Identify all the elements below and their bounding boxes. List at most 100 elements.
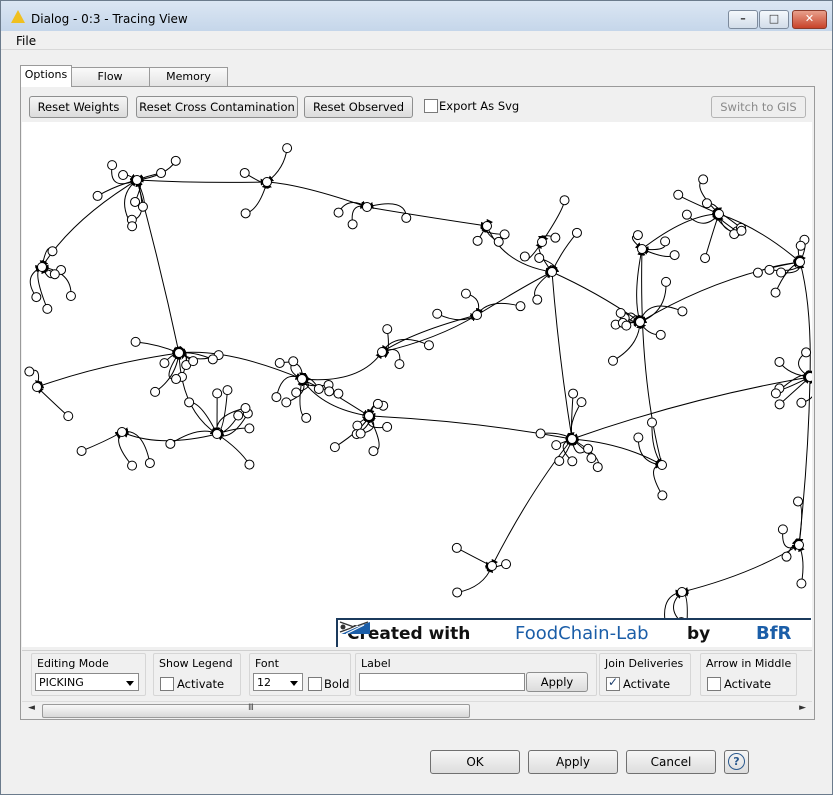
graph-node: [368, 446, 379, 457]
graph-node: [355, 428, 366, 439]
show-legend-checkbox[interactable]: [160, 677, 174, 691]
graph-edge: [641, 210, 720, 250]
graph-edge: [368, 415, 380, 452]
help-button[interactable]: ?: [724, 750, 749, 774]
graph-edge: [170, 427, 218, 445]
graph-edge: [456, 547, 493, 569]
scrollbar-thumb[interactable]: III: [42, 703, 470, 718]
graph-edge: [41, 179, 138, 268]
tab-options[interactable]: Options: [20, 65, 72, 87]
graph-node: [752, 267, 763, 278]
export-svg-checkbox[interactable]: [424, 99, 438, 113]
graph-node: [222, 385, 233, 396]
join-deliveries-group: Join Deliveries Activate: [599, 653, 691, 696]
editing-mode-title: Editing Mode: [37, 657, 109, 670]
banner-created-with: Created with: [347, 624, 471, 644]
graph-node: [132, 175, 142, 185]
graph-node: [451, 542, 462, 553]
graph-node: [24, 366, 35, 377]
reset-weights-button[interactable]: Reset Weights: [29, 96, 128, 118]
graph-node: [137, 201, 148, 212]
graph-node: [174, 348, 184, 358]
graph-edge: [486, 225, 553, 275]
tab-memory-policy[interactable]: Memory Policy: [149, 67, 228, 101]
graph-edge: [551, 271, 641, 323]
graph-edge: [135, 341, 180, 354]
graph-node: [37, 262, 47, 272]
tab-flow-variables[interactable]: Flow Variables: [70, 67, 150, 101]
graph-node: [592, 462, 603, 473]
font-size-select[interactable]: 12: [253, 673, 303, 691]
graph-node: [777, 524, 788, 535]
menu-file[interactable]: File: [16, 34, 37, 48]
graph-node: [240, 403, 251, 414]
graph-node: [568, 388, 579, 399]
ok-button[interactable]: OK: [430, 750, 520, 774]
reset-cross-contamination-button[interactable]: Reset Cross Contamination: [136, 96, 298, 118]
graph-edge: [699, 178, 720, 215]
graph-node: [301, 412, 312, 423]
apply-button[interactable]: Apply: [528, 750, 618, 774]
reset-observed-button[interactable]: Reset Observed: [304, 96, 413, 118]
graph-node: [633, 432, 644, 443]
minimize-button[interactable]: –: [728, 10, 758, 29]
credits-banner: Created with FoodChain-Lab by BfR: [336, 618, 811, 647]
title-bar[interactable]: Dialog - 0:3 - Tracing View – □ ✕: [1, 1, 832, 31]
cancel-button[interactable]: Cancel: [626, 750, 716, 774]
tracing-graph-canvas[interactable]: Created with FoodChain-Lab by BfR: [22, 122, 812, 647]
graph-edge: [266, 181, 368, 209]
graph-node: [698, 174, 709, 185]
options-panel: Reset Weights Reset Cross Contamination …: [20, 86, 815, 720]
graph-node: [770, 287, 781, 298]
join-deliveries-checkbox[interactable]: [606, 675, 620, 691]
minimize-icon: –: [740, 12, 746, 25]
editing-mode-select[interactable]: PICKING: [35, 673, 139, 691]
scroll-left-icon[interactable]: ◄: [28, 703, 35, 713]
font-bold-checkbox[interactable]: [308, 677, 322, 691]
tracing-graph[interactable]: [22, 122, 812, 647]
close-button[interactable]: ✕: [792, 10, 827, 29]
graph-node: [608, 355, 619, 366]
graph-edge: [491, 438, 573, 567]
arrow-in-middle-checkbox[interactable]: [707, 677, 721, 691]
graph-node: [329, 442, 340, 453]
graph-edge: [457, 565, 493, 593]
graph-node: [805, 372, 812, 382]
graph-node: [660, 236, 671, 247]
arrow-in-middle-title: Arrow in Middle: [706, 657, 792, 670]
scroll-right-icon[interactable]: ►: [799, 703, 806, 713]
label-apply-button[interactable]: Apply: [526, 672, 588, 692]
graph-edge: [245, 181, 269, 214]
graph-node: [774, 399, 785, 410]
graph-node: [547, 267, 557, 277]
horizontal-scrollbar[interactable]: ◄ III ►: [22, 701, 812, 718]
show-legend-title: Show Legend: [159, 657, 233, 670]
switch-to-gis-button[interactable]: Switch to GIS: [711, 96, 806, 118]
label-input[interactable]: [359, 673, 525, 691]
graph-node: [170, 155, 181, 166]
graph-node: [31, 292, 42, 303]
maximize-button[interactable]: □: [759, 10, 789, 29]
graph-node: [288, 356, 299, 367]
graph-node: [382, 421, 393, 432]
graph-node: [127, 460, 138, 471]
graph-edge: [571, 374, 811, 440]
graph-node: [764, 264, 775, 275]
graph-node: [700, 253, 711, 264]
graph-node: [774, 356, 785, 367]
graph-node: [796, 578, 807, 589]
graph-node: [159, 358, 170, 369]
graph-node: [796, 397, 807, 408]
graph-node: [535, 428, 546, 439]
graph-node: [701, 198, 712, 209]
graph-node: [271, 392, 282, 403]
graph-node: [313, 383, 324, 394]
graph-node: [571, 227, 582, 238]
graph-node: [795, 240, 806, 251]
arrow-in-middle-checkbox-label: Activate: [724, 677, 772, 691]
graph-node: [499, 229, 510, 240]
graph-node: [515, 301, 526, 312]
graph-node: [669, 250, 680, 261]
graph-edge: [368, 412, 573, 440]
graph-node: [333, 207, 344, 218]
